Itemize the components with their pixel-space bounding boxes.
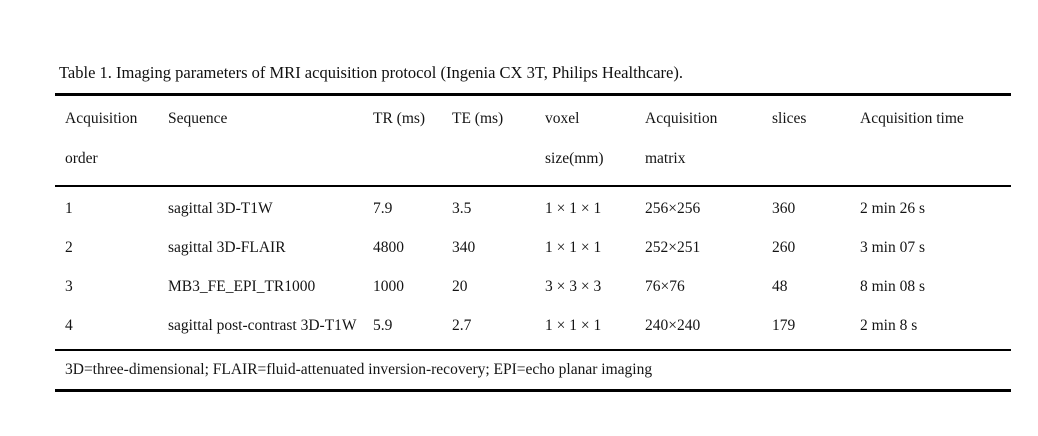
table-caption: Table 1. Imaging parameters of MRI acqui… bbox=[59, 63, 683, 82]
header-slices: slices bbox=[762, 94, 850, 187]
cell-acquisition-matrix: 76×76 bbox=[645, 278, 685, 295]
header-acquisition-matrix: Acquisition matrix bbox=[635, 94, 762, 187]
cell-sequence: sagittal post-contrast 3D-T1W bbox=[158, 304, 363, 351]
cell-voxel-size: 3 × 3 × 3 bbox=[545, 278, 602, 295]
table-block: Table 1. Imaging parameters of MRI acqui… bbox=[55, 62, 1011, 392]
table-header: Acquisition order Sequence TR (ms) TE (m… bbox=[55, 94, 1011, 187]
table-row: 2 sagittal 3D-FLAIR 4800 340 1 × 1 × 1 2… bbox=[55, 226, 1011, 265]
header-row: Acquisition order Sequence TR (ms) TE (m… bbox=[55, 94, 1011, 187]
table-row: 1 sagittal 3D-T1W 7.9 3.5 1 × 1 × 1 256×… bbox=[55, 186, 1011, 226]
cell-acquisition-order: 1 bbox=[65, 200, 73, 217]
cell-voxel-size: 1 × 1 × 1 bbox=[535, 304, 635, 351]
cell-te-ms: 20 bbox=[452, 278, 468, 295]
cell-acquisition-matrix: 256×256 bbox=[645, 200, 701, 217]
table-body: 1 sagittal 3D-T1W 7.9 3.5 1 × 1 × 1 256×… bbox=[55, 186, 1011, 351]
cell-te-ms: 3.5 bbox=[452, 200, 472, 217]
table-footnote: 3D=three-dimensional; FLAIR=fluid-attenu… bbox=[65, 361, 653, 378]
cell-sequence: sagittal 3D-FLAIR bbox=[168, 239, 286, 256]
header-voxel-size: voxel size(mm) bbox=[535, 94, 635, 187]
cell-tr-ms: 7.9 bbox=[373, 200, 393, 217]
header-te-ms: TE (ms) bbox=[442, 94, 535, 187]
cell-tr-ms: 5.9 bbox=[363, 304, 442, 351]
cell-acquisition-order: 3 bbox=[65, 278, 73, 295]
table-row: 3 MB3_FE_EPI_TR1000 1000 20 3 × 3 × 3 76… bbox=[55, 265, 1011, 304]
cell-voxel-size: 1 × 1 × 1 bbox=[545, 239, 602, 256]
cell-acquisition-time: 3 min 07 s bbox=[860, 239, 926, 256]
header-tr-ms: TR (ms) bbox=[363, 94, 442, 187]
cell-voxel-size: 1 × 1 × 1 bbox=[545, 200, 602, 217]
table-footer: 3D=three-dimensional; FLAIR=fluid-attenu… bbox=[55, 350, 1011, 391]
cell-te-ms: 340 bbox=[452, 239, 476, 256]
cell-sequence: MB3_FE_EPI_TR1000 bbox=[168, 278, 316, 295]
cell-acquisition-order: 4 bbox=[55, 304, 158, 351]
cell-tr-ms: 4800 bbox=[373, 239, 404, 256]
header-sequence: Sequence bbox=[158, 94, 363, 187]
cell-acquisition-matrix: 240×240 bbox=[635, 304, 762, 351]
cell-acquisition-time: 2 min 26 s bbox=[860, 200, 926, 217]
cell-slices: 48 bbox=[772, 278, 788, 295]
cell-slices: 360 bbox=[772, 200, 796, 217]
cell-acquisition-time: 8 min 08 s bbox=[860, 278, 926, 295]
cell-acquisition-order: 2 bbox=[65, 239, 73, 256]
table-row: 4 sagittal post-contrast 3D-T1W 5.9 2.7 … bbox=[55, 304, 1011, 351]
cell-te-ms: 2.7 bbox=[442, 304, 535, 351]
imaging-parameters-table: Acquisition order Sequence TR (ms) TE (m… bbox=[55, 93, 1011, 392]
cell-tr-ms: 1000 bbox=[373, 278, 404, 295]
footnote-row: 3D=three-dimensional; FLAIR=fluid-attenu… bbox=[55, 350, 1011, 391]
cell-slices: 179 bbox=[762, 304, 850, 351]
header-acquisition-time: Acquisition time bbox=[850, 94, 1011, 187]
cell-slices: 260 bbox=[772, 239, 796, 256]
cell-acquisition-time: 2 min 8 s bbox=[850, 304, 1011, 351]
header-acquisition-order: Acquisition order bbox=[55, 94, 158, 187]
cell-sequence: sagittal 3D-T1W bbox=[168, 200, 273, 217]
cell-acquisition-matrix: 252×251 bbox=[645, 239, 701, 256]
